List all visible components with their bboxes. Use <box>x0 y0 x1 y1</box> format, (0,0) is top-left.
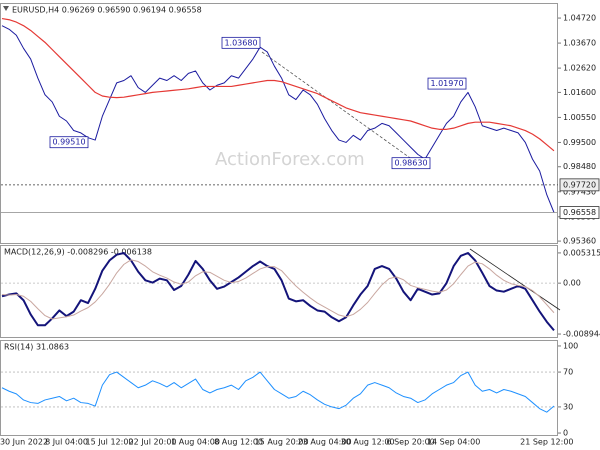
x-tick-label: 15 Jul 12:00 <box>86 438 134 447</box>
price-panel <box>0 3 558 244</box>
y-tick-label: 0.99500 <box>563 138 596 147</box>
symbol-icon <box>3 6 9 11</box>
y-tick-label: 0.00 <box>563 279 581 288</box>
x-tick-label: 15 Aug 20:00 <box>255 438 309 447</box>
series-line <box>1 259 555 320</box>
x-tick-label: 21 Sep 12:00 <box>520 438 573 447</box>
y-tick-label: 0.005315 <box>563 248 600 257</box>
annotation-box <box>49 136 89 149</box>
rsi-panel <box>0 340 558 436</box>
y-tick-label: 0 <box>563 429 568 438</box>
price-label: 0.96558 <box>563 208 596 217</box>
annotation-label: 0.99510 <box>52 138 85 147</box>
annotation-box <box>427 77 467 90</box>
series-line <box>1 25 555 213</box>
x-tick-label: 14 Sep 04:00 <box>427 438 480 447</box>
x-tick-label: 30 Jun 2022 <box>0 438 48 447</box>
y-tick-label: 1.04720 <box>563 14 596 23</box>
x-tick-label: 8 Aug 12:00 <box>214 438 263 447</box>
annotation-label: 0.98630 <box>394 159 427 168</box>
trend-line <box>261 51 421 166</box>
annotation-box <box>391 157 431 170</box>
x-tick-label: 1 Aug 04:00 <box>171 438 220 447</box>
y-tick-label: 100 <box>563 341 578 350</box>
annotation-box <box>221 36 261 49</box>
y-tick-label: 1.03670 <box>563 39 596 48</box>
y-tick-label: 1.01600 <box>563 88 596 97</box>
macd-panel <box>0 245 558 338</box>
series-line <box>1 252 555 332</box>
y-tick-label: 1.02620 <box>563 64 596 73</box>
y-tick-label: 0.95360 <box>563 237 596 246</box>
panel-title: MACD(12,26,9) -0.008296 -0.006138 <box>4 248 152 257</box>
x-tick-label: 22 Jul 20:00 <box>129 438 177 447</box>
price-label: 0.97720 <box>563 180 596 189</box>
x-tick-label: 6 Sep 20:00 <box>386 438 434 447</box>
price-label-box <box>559 206 600 219</box>
panel-title: EURUSD,H4 0.96269 0.96590 0.96194 0.9655… <box>12 6 202 15</box>
y-tick-label: 0.98480 <box>563 162 596 171</box>
price-label-box <box>559 178 600 192</box>
y-tick-label: 30 <box>563 402 573 411</box>
series-line <box>1 371 555 413</box>
annotation-label: 1.03680 <box>224 38 257 47</box>
panel-title: RSI(14) 31.0863 <box>4 343 69 352</box>
x-tick-label: 23 Aug 04:00 <box>298 438 352 447</box>
y-tick-label: 70 <box>563 368 573 377</box>
y-tick-label: 1.00550 <box>563 113 596 122</box>
x-tick-label: 8 Jul 04:00 <box>45 438 88 447</box>
y-tick-label: -0.008944 <box>563 330 600 339</box>
series-line <box>1 17 555 152</box>
watermark: ActionForex.com <box>215 149 365 170</box>
trend-line <box>469 248 561 311</box>
y-tick-label: 0.97430 <box>563 187 596 196</box>
x-tick-label: 30 Aug 12:00 <box>341 438 395 447</box>
annotation-label: 1.01970 <box>430 79 463 88</box>
